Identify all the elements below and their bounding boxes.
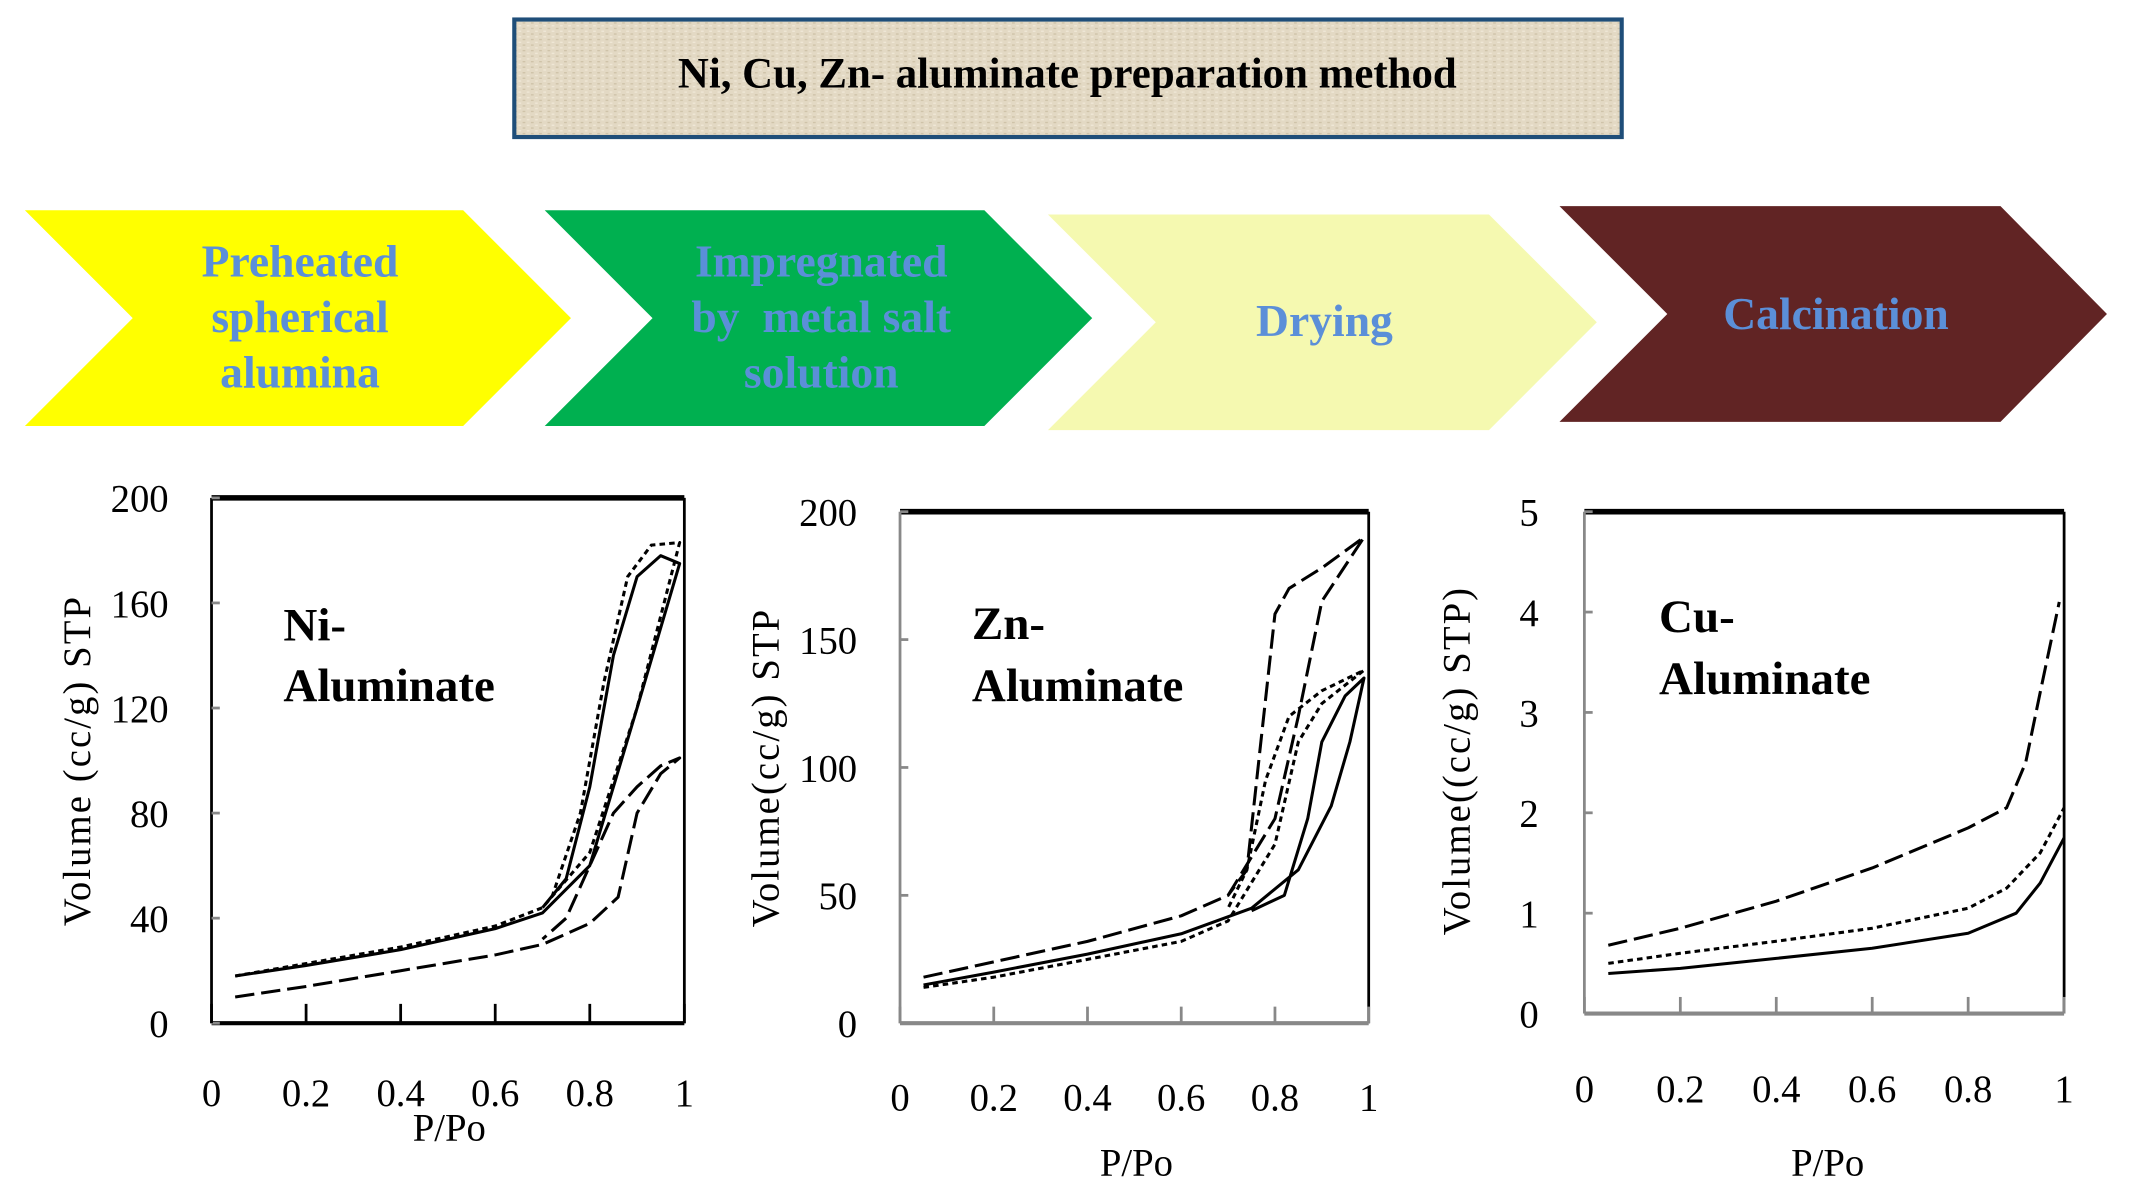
x-tick-label: 0 (890, 1077, 909, 1119)
y-tick-label: 0 (149, 1004, 168, 1046)
y-tick-label: 4 (1519, 593, 1538, 635)
y-tick-label: 50 (818, 876, 857, 918)
chevron-shape (1047, 214, 1597, 431)
series-long-dash-line (234, 756, 682, 999)
y-tick-label: 1 (1519, 894, 1538, 936)
y-axis-label: Volume (cc/g) STP (57, 595, 99, 926)
sample-annotation: Aluminate (1659, 653, 1871, 705)
sample-annotation: Cu- (1659, 591, 1735, 643)
process-steps: Preheated spherical alumina Impregnated … (24, 206, 2107, 431)
x-tick-label: 0.4 (376, 1073, 424, 1115)
sample-annotation: Aluminate (283, 660, 495, 712)
series-long-dash-line (923, 535, 1366, 979)
x-tick-label: 0.2 (1656, 1069, 1704, 1111)
step-preheated-alumina: Preheated spherical alumina (24, 210, 571, 426)
chart-zn-aluminate: 0 50 100 150 200 0 0.2 0.4 0.6 0.8 1 P/Po Volume(cc/… (745, 493, 1378, 1181)
chevron-shape (544, 210, 1093, 426)
y-tick-label: 150 (799, 620, 857, 662)
x-tick-label: 0 (202, 1073, 221, 1115)
chart-cu-aluminate: 0 1 2 3 4 5 0 0.2 0.4 0.6 0.8 1 P/Po Volume((cc/g) ST… (1437, 493, 2074, 1181)
y-tick-label: 0 (1519, 994, 1538, 1036)
series-solid-line (1608, 837, 2066, 975)
series-long-dash-line (1607, 601, 2061, 947)
y-axis-label: Volume(cc/g) STP (745, 608, 787, 928)
x-tick-label: 0.4 (1752, 1069, 1800, 1111)
step-calcination: Calcination (1559, 206, 2107, 422)
x-tick-label: 0.2 (970, 1077, 1018, 1119)
series-solid-line (234, 554, 682, 978)
step-impregnated: Impregnated by metal salt solution (544, 210, 1093, 426)
step-line: Drying (1256, 295, 1393, 346)
y-tick-label: 200 (111, 479, 169, 521)
step-line: spherical (211, 291, 388, 342)
x-tick-label: 0.4 (1063, 1077, 1111, 1119)
chevron-shape (24, 210, 571, 426)
y-tick-label: 200 (799, 493, 857, 535)
series-solid-line (923, 676, 1366, 987)
chart-ni-aluminate: 0 40 80 120 160 200 0 0.2 0.4 0.6 0.8 1 P/Po Volume (… (57, 479, 694, 1150)
y-tick-label: 100 (799, 748, 857, 790)
step-line: alumina (220, 346, 380, 397)
step-line: by metal salt (691, 291, 951, 342)
chevron-shape (1559, 206, 2107, 422)
x-axis-label: P/Po (1100, 1142, 1173, 1181)
y-tick-label: 80 (130, 794, 169, 836)
x-tick-label: 1 (1359, 1077, 1378, 1119)
y-tick-label: 120 (111, 689, 169, 731)
x-tick-label: 0.8 (566, 1073, 614, 1115)
y-tick-label: 0 (838, 1004, 857, 1046)
x-tick-label: 0.6 (1848, 1069, 1896, 1111)
x-tick-label: 0 (1575, 1069, 1594, 1111)
x-tick-label: 1 (2054, 1069, 2073, 1111)
step-line: Calcination (1723, 288, 1949, 339)
x-tick-label: 0.6 (1157, 1077, 1205, 1119)
sample-annotation: Ni- (283, 599, 346, 651)
x-tick-label: 0.2 (282, 1073, 330, 1115)
x-tick-label: 0.8 (1251, 1077, 1299, 1119)
x-tick-label: 1 (675, 1073, 694, 1115)
y-tick-label: 3 (1519, 693, 1538, 735)
y-tick-label: 5 (1519, 493, 1538, 535)
x-tick-label: 0.8 (1944, 1069, 1992, 1111)
y-tick-label: 160 (111, 584, 169, 626)
x-axis-label: P/Po (413, 1108, 486, 1150)
sample-annotation: Aluminate (972, 660, 1184, 712)
x-tick-label: 0.6 (471, 1073, 519, 1115)
y-tick-label: 40 (130, 899, 169, 941)
step-line: solution (744, 346, 899, 397)
sample-annotation: Zn- (972, 598, 1045, 650)
series-short-dash-line (1608, 807, 2066, 965)
y-tick-label: 2 (1519, 794, 1538, 836)
step-line: Preheated (202, 236, 399, 287)
step-line: Impregnated (695, 236, 948, 287)
title-box: Ni, Cu, Zn- aluminate preparation method (512, 17, 1624, 140)
x-axis-label: P/Po (1791, 1142, 1864, 1181)
y-axis-label: Volume((cc/g) STP) (1437, 586, 1479, 935)
step-drying: Drying (1047, 214, 1597, 431)
title-text: Ni, Cu, Zn- aluminate preparation method (678, 50, 1457, 97)
